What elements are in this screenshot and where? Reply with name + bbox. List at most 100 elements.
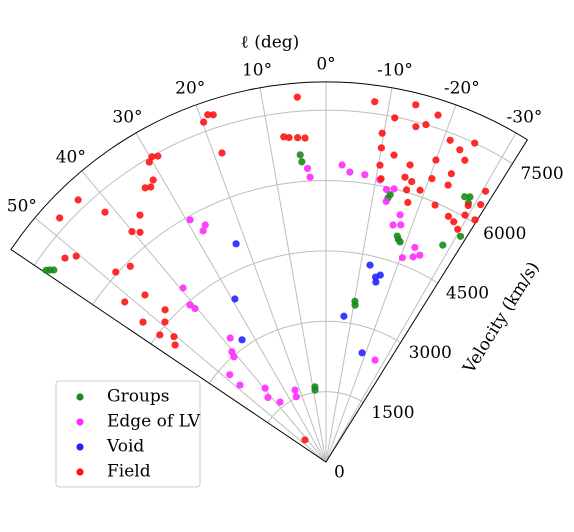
point <box>218 149 226 157</box>
grid-line <box>195 104 327 463</box>
series-0 <box>42 151 474 394</box>
point <box>61 254 69 262</box>
point <box>298 158 306 166</box>
x-tick-label: -20° <box>444 78 480 98</box>
point <box>461 211 469 219</box>
point <box>416 186 424 194</box>
point <box>191 305 199 313</box>
legend-marker <box>76 443 84 451</box>
point <box>171 341 179 349</box>
point <box>280 133 288 141</box>
point <box>301 436 309 444</box>
point <box>145 158 153 166</box>
y-tick-label: 7500 <box>520 164 563 184</box>
point <box>42 266 50 274</box>
point <box>338 161 346 169</box>
point <box>346 168 354 176</box>
point <box>291 386 299 394</box>
grid-line <box>325 104 457 463</box>
point <box>101 208 109 216</box>
grid-line <box>135 132 327 463</box>
point <box>72 252 80 260</box>
point <box>371 356 379 364</box>
point <box>408 178 416 186</box>
point <box>141 291 149 299</box>
point <box>377 175 385 183</box>
point <box>456 146 464 154</box>
point <box>201 221 209 229</box>
point <box>351 297 359 305</box>
point <box>382 197 390 206</box>
point <box>416 251 424 259</box>
point <box>412 123 420 131</box>
point <box>301 134 309 142</box>
point <box>136 228 144 236</box>
x-tick-label: -10° <box>377 61 413 81</box>
x-tick-label: -30° <box>507 108 543 128</box>
grid-line <box>325 132 517 463</box>
series-2 <box>231 240 384 357</box>
point <box>200 118 208 126</box>
point <box>461 156 469 164</box>
x-tick-label: 30° <box>112 108 142 128</box>
y-tick-label: 3000 <box>409 343 452 363</box>
point <box>161 306 169 314</box>
point <box>186 216 194 224</box>
point <box>450 218 458 226</box>
point <box>261 384 269 392</box>
x-tick-label: 0° <box>316 55 335 75</box>
point <box>471 216 479 224</box>
legend-marker <box>76 418 84 426</box>
point <box>376 161 384 169</box>
point <box>56 214 64 222</box>
point <box>161 318 169 326</box>
point <box>409 253 417 261</box>
point <box>398 254 406 262</box>
grid-line <box>150 250 439 345</box>
point <box>447 170 455 178</box>
grid-line <box>267 391 364 423</box>
grid-line <box>33 109 513 266</box>
point <box>361 171 369 179</box>
point <box>156 331 164 339</box>
grid-line <box>34 217 327 463</box>
y-tick-label: 0 <box>334 463 345 483</box>
point <box>444 212 453 220</box>
point <box>477 201 485 209</box>
point <box>121 298 129 306</box>
point <box>371 98 379 106</box>
legend-label: Groups <box>107 387 170 407</box>
point <box>428 174 436 183</box>
point <box>391 114 399 122</box>
point <box>232 240 240 248</box>
point <box>393 232 401 240</box>
point <box>186 301 194 309</box>
series-1 <box>179 161 424 406</box>
grid-line <box>81 170 327 463</box>
point <box>456 232 465 240</box>
point <box>154 152 162 160</box>
point <box>136 211 144 219</box>
point <box>422 121 430 129</box>
plot-frame <box>10 81 529 463</box>
point <box>461 193 469 201</box>
point <box>471 139 479 147</box>
point <box>434 111 442 119</box>
point <box>147 183 155 191</box>
point <box>128 228 136 236</box>
point <box>294 134 302 142</box>
point <box>366 261 374 269</box>
legend-box <box>55 380 201 488</box>
point <box>481 187 490 195</box>
y-tick-label: 4500 <box>446 283 489 303</box>
point <box>293 93 301 101</box>
point <box>296 151 304 159</box>
point <box>411 243 419 252</box>
point <box>382 185 391 194</box>
point <box>238 336 246 344</box>
point <box>209 111 217 119</box>
point <box>446 136 454 144</box>
point <box>204 111 212 119</box>
point <box>149 176 157 184</box>
x-tick-label: 40° <box>56 147 86 167</box>
